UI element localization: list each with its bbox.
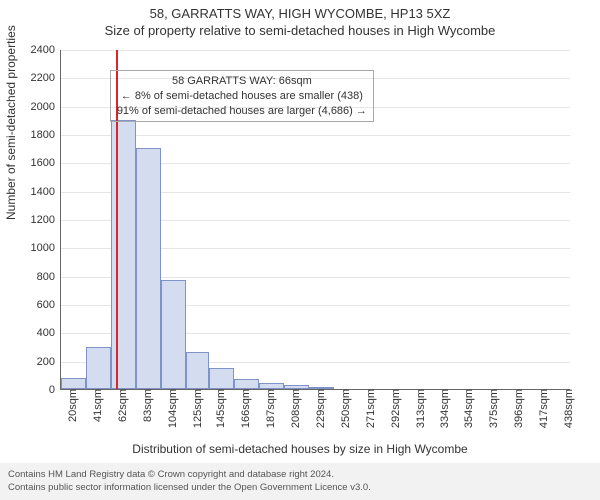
x-tick-label: 145sqm	[213, 389, 227, 428]
histogram-bar	[209, 368, 234, 389]
x-tick-label: 271sqm	[363, 389, 377, 428]
footer-line1: Contains HM Land Registry data © Crown c…	[8, 469, 592, 481]
annotation-line3: 91% of semi-detached houses are larger (…	[117, 104, 367, 119]
annotation-line1: 58 GARRATTS WAY: 66sqm	[117, 74, 367, 89]
x-tick-label: 438sqm	[561, 389, 575, 428]
gridline	[61, 50, 570, 51]
x-tick-label: 292sqm	[388, 389, 402, 428]
chart-container: 58, GARRATTS WAY, HIGH WYCOMBE, HP13 5XZ…	[0, 0, 600, 500]
y-tick-label: 2000	[31, 101, 61, 113]
y-tick-label: 400	[37, 327, 61, 339]
y-tick-label: 1400	[31, 186, 61, 198]
x-tick-label: 334sqm	[437, 389, 451, 428]
x-tick-label: 375sqm	[486, 389, 500, 428]
title-address: 58, GARRATTS WAY, HIGH WYCOMBE, HP13 5XZ	[0, 0, 600, 21]
x-tick-label: 396sqm	[511, 389, 525, 428]
x-tick-label: 104sqm	[165, 389, 179, 428]
x-tick-label: 187sqm	[263, 389, 277, 428]
y-tick-label: 200	[37, 356, 61, 368]
y-tick-label: 1800	[31, 129, 61, 141]
y-tick-label: 0	[49, 384, 61, 396]
x-tick-label: 208sqm	[288, 389, 302, 428]
y-axis-label: Number of semi-detached properties	[4, 25, 18, 220]
histogram-bar	[234, 379, 259, 389]
x-tick-label: 83sqm	[140, 389, 154, 422]
annotation-box: 58 GARRATTS WAY: 66sqm ← 8% of semi-deta…	[110, 70, 374, 123]
footer: Contains HM Land Registry data © Crown c…	[0, 463, 600, 500]
histogram-bar	[161, 280, 186, 389]
x-tick-label: 166sqm	[238, 389, 252, 428]
x-tick-label: 354sqm	[461, 389, 475, 428]
x-tick-label: 41sqm	[90, 389, 104, 422]
y-tick-label: 1600	[31, 157, 61, 169]
histogram-bar	[86, 347, 111, 390]
annotation-line2: ← 8% of semi-detached houses are smaller…	[117, 89, 367, 104]
y-tick-label: 2200	[31, 72, 61, 84]
x-tick-label: 229sqm	[313, 389, 327, 428]
x-tick-label: 313sqm	[413, 389, 427, 428]
footer-line2: Contains public sector information licen…	[8, 482, 592, 494]
plot-area: 0200400600800100012001400160018002000220…	[60, 50, 570, 390]
histogram-bar	[61, 378, 86, 389]
gridline	[61, 135, 570, 136]
x-axis-label: Distribution of semi-detached houses by …	[0, 442, 600, 456]
x-tick-label: 417sqm	[536, 389, 550, 428]
y-tick-label: 1200	[31, 214, 61, 226]
x-tick-label: 125sqm	[190, 389, 204, 428]
histogram-bar	[136, 148, 161, 389]
y-tick-label: 2400	[31, 44, 61, 56]
y-tick-label: 600	[37, 299, 61, 311]
histogram-bar	[186, 352, 210, 389]
histogram-bar	[111, 120, 136, 389]
x-tick-label: 20sqm	[65, 389, 79, 422]
y-tick-label: 800	[37, 271, 61, 283]
x-tick-label: 62sqm	[115, 389, 129, 422]
x-tick-label: 250sqm	[338, 389, 352, 428]
title-subtitle: Size of property relative to semi-detach…	[0, 21, 600, 38]
y-tick-label: 1000	[31, 242, 61, 254]
